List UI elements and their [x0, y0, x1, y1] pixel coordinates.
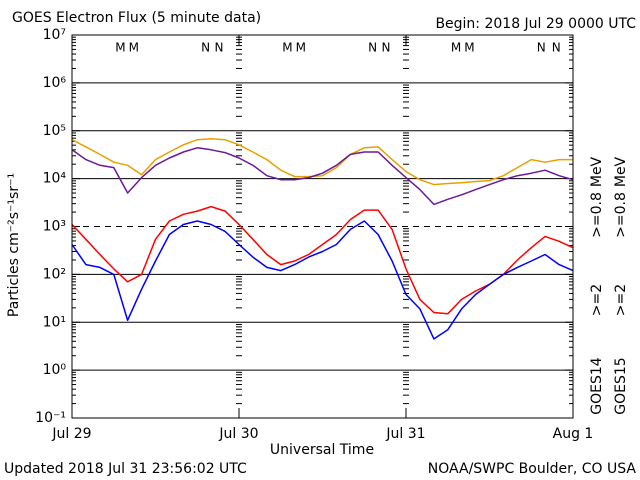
marker-label: N: [368, 41, 377, 55]
series-line: [71, 220, 574, 340]
footer-left: Updated 2018 Jul 31 23:56:02 UTC: [4, 461, 247, 477]
marker-label: M: [451, 41, 461, 55]
chart-subtitle: Begin: 2018 Jul 29 0000 UTC: [435, 16, 636, 32]
legend-entry: >=2: [613, 284, 629, 316]
legend-unit: MeV: [613, 156, 629, 187]
y-tick-label: 10⁶: [43, 75, 67, 91]
marker-label: M: [464, 41, 474, 55]
y-axis-label: Particles cm⁻²s⁻¹sr⁻¹: [6, 173, 22, 317]
y-tick-label: 10⁴: [43, 171, 67, 187]
marker-label: M: [115, 41, 125, 55]
y-tick-label: 10⁷: [43, 27, 66, 43]
footer-right: NOAA/SWPC Boulder, CO USA: [428, 461, 637, 477]
x-tick-label: Jul 29: [51, 426, 91, 442]
x-axis-label: Universal Time: [270, 442, 374, 458]
series-line: [71, 205, 574, 315]
marker-label: M: [129, 41, 139, 55]
y-tick-label: 10¹: [43, 314, 66, 330]
x-tick-label: Jul 30: [218, 426, 258, 442]
legend-entry: >=0.8: [589, 192, 605, 238]
marker-label: N: [201, 41, 210, 55]
chart-title: GOES Electron Flux (5 minute data): [12, 10, 261, 26]
x-tick-label: Aug 1: [553, 426, 594, 442]
y-tick-label: 10²: [43, 266, 66, 282]
y-tick-label: 10³: [43, 219, 66, 235]
series-line: [71, 147, 574, 206]
series-line: [71, 138, 573, 186]
y-tick-label: 10⁵: [43, 123, 66, 139]
legend-group: GOES15: [613, 357, 629, 414]
marker-label: N: [214, 41, 223, 55]
marker-label: N: [552, 41, 561, 55]
marker-label: M: [296, 41, 306, 55]
y-tick-label: 10⁰: [43, 362, 67, 378]
legend-entry: >=2: [589, 284, 605, 316]
legend-unit: MeV: [589, 156, 605, 187]
plot-frame: [71, 34, 574, 419]
marker-label: N: [537, 41, 546, 55]
marker-label: M: [282, 41, 292, 55]
legend-entry: >=0.8: [613, 192, 629, 238]
legend-group: GOES14: [589, 357, 605, 415]
y-tick-label: 10⁻¹: [35, 410, 66, 426]
marker-label: N: [381, 41, 390, 55]
x-tick-label: Jul 31: [385, 426, 425, 442]
